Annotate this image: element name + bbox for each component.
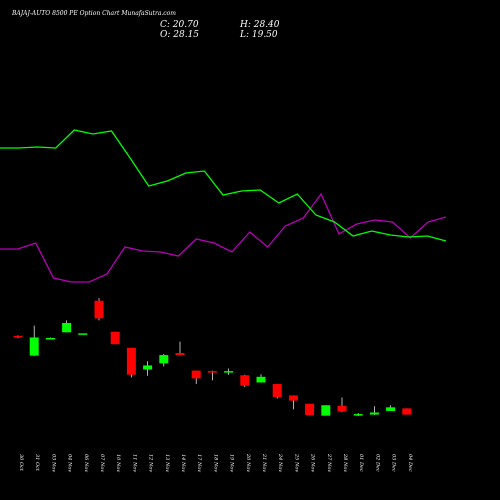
x-tick-label: 07 Nov — [99, 454, 105, 472]
candle-down — [402, 408, 412, 415]
candle-up — [45, 337, 55, 340]
candle-up — [353, 414, 363, 416]
candle-up — [62, 322, 72, 333]
candle-up — [78, 333, 88, 335]
candle-down — [207, 371, 217, 373]
x-tick-label: 03 Nov — [50, 454, 56, 472]
x-tick-label: 10 Nov — [115, 454, 121, 472]
candle-up — [159, 355, 169, 364]
x-tick-label: 21 Nov — [261, 453, 267, 472]
x-tick-label: 14 Nov — [180, 454, 186, 472]
candle-up — [29, 337, 39, 356]
candle-up — [224, 371, 234, 373]
x-tick-label: 31 Oct — [34, 454, 40, 472]
x-tick-label: 19 Nov — [229, 454, 235, 472]
candle-down — [110, 331, 120, 345]
purple-series-line — [0, 192, 447, 283]
x-tick-label: 04 Nov — [67, 454, 73, 472]
candle-down — [288, 395, 298, 401]
candle-down — [13, 335, 23, 338]
x-tick-label: 26 Nov — [310, 453, 316, 472]
candle-down — [175, 353, 185, 356]
x-tick-label: 24 Nov — [277, 453, 283, 472]
chart-title: BAJAJ-AUTO 8500 PE Option Chart MunafaSu… — [12, 10, 176, 17]
x-tick-label: 12 Nov — [148, 454, 154, 472]
x-tick-label: 27 Nov — [326, 453, 332, 472]
x-tick-label: 25 Nov — [293, 453, 299, 472]
candle-up — [143, 365, 153, 370]
x-tick-label: 28 Nov — [342, 453, 348, 472]
x-tick-label: 11 Nov — [131, 454, 137, 472]
x-tick-label: 30 Oct — [18, 454, 24, 472]
x-tick-label: 02 Dec — [374, 454, 380, 472]
low-value: L: 19.50 — [240, 30, 278, 40]
x-tick-label: 04 Dec — [407, 454, 413, 472]
x-tick-label: 06 Nov — [83, 454, 89, 472]
candle-down — [94, 300, 104, 319]
x-tick-label: 20 Nov — [245, 453, 251, 472]
close-value: C: 20.70 — [160, 20, 199, 30]
candle-down — [272, 384, 282, 397]
candle-up — [369, 412, 379, 415]
x-tick-label: 18 Nov — [212, 454, 218, 472]
green-series-line — [0, 129, 447, 242]
x-tick-label: 17 Nov — [196, 454, 202, 472]
x-tick-label: 03 Dec — [391, 454, 397, 472]
candle-down — [191, 370, 201, 379]
x-tick-label: 01 Dec — [358, 454, 364, 472]
candle-down — [240, 375, 250, 386]
candle-up — [386, 407, 396, 411]
high-value: H: 28.40 — [240, 20, 280, 30]
candle-up — [256, 376, 266, 383]
x-tick-label: 13 Nov — [164, 454, 170, 472]
candle-down — [337, 405, 347, 412]
candle-down — [305, 403, 315, 416]
candle-down — [126, 347, 136, 375]
open-value: O: 28.15 — [160, 30, 200, 40]
candle-up — [321, 405, 331, 416]
